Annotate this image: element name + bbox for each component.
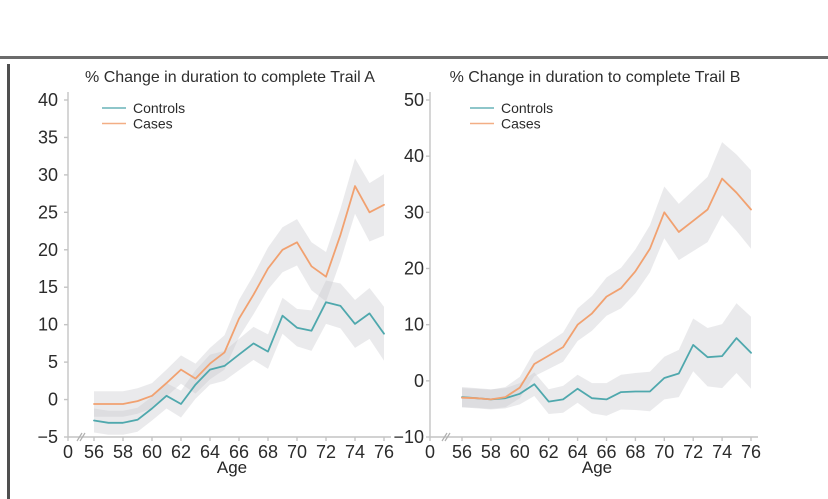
trail-a-ytick-label: 20 bbox=[38, 240, 58, 260]
trail-b-axis-break-mark bbox=[441, 432, 448, 442]
trail-b-axis-spines bbox=[429, 92, 758, 438]
trail-b-cases-line bbox=[461, 177, 752, 401]
trail-b-legend-label-cases: Cases bbox=[501, 116, 541, 132]
trail-a-xtick-label: 70 bbox=[287, 442, 307, 462]
trail-b-ytick-label: 40 bbox=[404, 146, 424, 166]
trail-b-xtick-label: 74 bbox=[712, 442, 732, 462]
trail-a-axis-break-mark bbox=[79, 432, 86, 442]
trail-a-xtick-label: 58 bbox=[113, 442, 133, 462]
chart-a-xaxis-label: Age bbox=[216, 458, 248, 477]
trail-a-legend-label-controls: Controls bbox=[133, 100, 185, 116]
trail-b-xtick-label: 76 bbox=[741, 442, 761, 462]
trail-a-ytick-label: 15 bbox=[38, 277, 58, 297]
trail-a-xtick-label: 66 bbox=[229, 442, 249, 462]
chart-a-title: % Change in duration to complete Trail A bbox=[85, 69, 375, 86]
trail-a-ytick-label: −5 bbox=[37, 427, 58, 447]
trail-a-controls-line bbox=[93, 301, 385, 424]
trail-b-xtick-label: 62 bbox=[539, 442, 559, 462]
trail-b-xtick-label: 70 bbox=[654, 442, 674, 462]
trail-b-axis-break-mark bbox=[444, 432, 451, 442]
trail-a-cases-line bbox=[93, 185, 385, 405]
trail-a-xtick-label: 72 bbox=[316, 442, 336, 462]
trail-a-axis-break-mark bbox=[76, 432, 83, 442]
trail-b-xtick-label: 0 bbox=[425, 442, 435, 462]
trail-b-legend-label-controls: Controls bbox=[501, 100, 553, 116]
top-divider-line bbox=[0, 56, 828, 59]
left-edge-bar bbox=[7, 64, 10, 499]
trail-b-controls-confidence-band bbox=[462, 303, 751, 416]
chart-b-title: % Change in duration to complete Trail B bbox=[449, 69, 741, 86]
trail-b-xtick-label: 66 bbox=[596, 442, 616, 462]
trail-a-axis-spines bbox=[67, 92, 391, 438]
trail-a-ytick-label: 35 bbox=[38, 127, 58, 147]
trail-b-xtick-label: 68 bbox=[625, 442, 645, 462]
trail-a-xtick-label: 60 bbox=[142, 442, 162, 462]
trail-b-controls-line bbox=[461, 337, 752, 403]
trail-b-ytick-label: −10 bbox=[393, 427, 424, 447]
trail-a-xtick-label: 0 bbox=[63, 442, 73, 462]
trail-b-ytick-label: 20 bbox=[404, 259, 424, 279]
trail-a-ytick-label: 40 bbox=[38, 90, 58, 110]
trail-b-xtick-label: 64 bbox=[568, 442, 588, 462]
trail-a-ytick-label: 5 bbox=[48, 352, 58, 372]
trail-a-xtick-label: 74 bbox=[345, 442, 365, 462]
trail-a-ytick-label: 25 bbox=[38, 202, 58, 222]
trail-a-xtick-label: 76 bbox=[374, 442, 394, 462]
trail-a-cases-confidence-band bbox=[94, 158, 384, 417]
trail-b-ytick-label: 0 bbox=[414, 371, 424, 391]
trail-b-xtick-label: 72 bbox=[683, 442, 703, 462]
trail-b-ytick-label: 50 bbox=[404, 90, 424, 110]
trail-a-ytick-label: 0 bbox=[48, 390, 58, 410]
trail-a-xtick-label: 68 bbox=[258, 442, 278, 462]
trail-b-ytick-label: 30 bbox=[404, 202, 424, 222]
trail-a-xtick-label: 62 bbox=[171, 442, 191, 462]
trail-b-xtick-label: 58 bbox=[481, 442, 501, 462]
trail-a-legend-label-cases: Cases bbox=[133, 116, 173, 132]
trail-a-ytick-label: 10 bbox=[38, 315, 58, 335]
trail-a-xtick-label: 64 bbox=[200, 442, 220, 462]
trail-a-ytick-label: 30 bbox=[38, 165, 58, 185]
chart-b-xaxis-label: Age bbox=[581, 458, 613, 477]
trail-b-xtick-label: 56 bbox=[452, 442, 472, 462]
trail-b-cases-confidence-band bbox=[462, 142, 751, 409]
trail-b-ytick-label: 10 bbox=[404, 315, 424, 335]
trail-a-xtick-label: 56 bbox=[84, 442, 104, 462]
trail-b-xtick-label: 60 bbox=[510, 442, 530, 462]
